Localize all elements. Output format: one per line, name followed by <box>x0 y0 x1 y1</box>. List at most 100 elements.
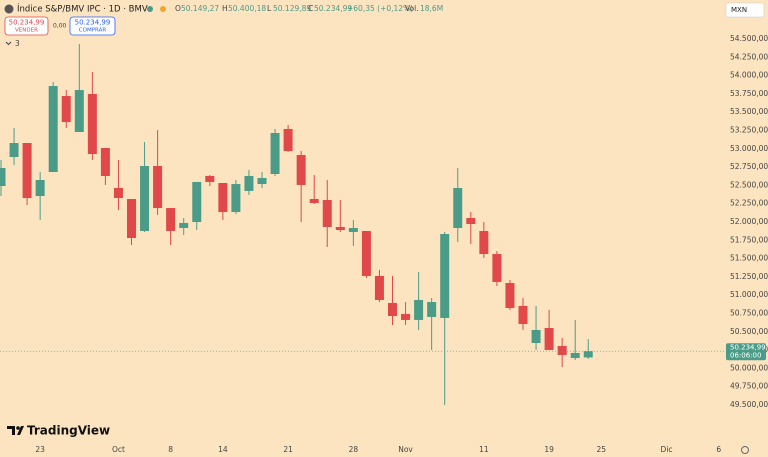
y-tick-label: 51.750,00 <box>730 235 768 244</box>
brand: TradingView <box>27 424 110 438</box>
candle-body <box>492 254 502 282</box>
y-tick-label: 51.500,00 <box>730 254 768 263</box>
x-tick-label: Nov <box>398 445 413 454</box>
x-tick-label: Oct <box>112 445 125 454</box>
candle-body <box>231 184 241 212</box>
candle-body <box>35 179 45 197</box>
buy-price[interactable]: 50.234,99 <box>75 19 111 27</box>
x-tick-label: 25 <box>597 445 607 454</box>
candle-body <box>479 231 489 255</box>
indicator-count[interactable]: 3 <box>15 39 20 48</box>
candle-body <box>192 181 202 223</box>
candle-body <box>48 86 58 173</box>
candle-body <box>361 231 371 276</box>
candle-body <box>335 226 345 230</box>
legend-value: 18,6M <box>420 4 443 13</box>
candle-body <box>374 275 384 300</box>
y-tick-label: 53.500,00 <box>730 107 768 116</box>
y-tick-label: 49.500,00 <box>730 400 768 409</box>
candle-body <box>100 148 110 176</box>
candle-body <box>531 329 541 344</box>
y-tick-label: 50.000,00 <box>730 363 768 372</box>
y-tick-label: 54.000,00 <box>730 71 768 80</box>
y-tick-label: 51.250,00 <box>730 272 768 281</box>
candle-body <box>557 346 567 355</box>
y-tick-label: 52.500,00 <box>730 180 768 189</box>
x-tick-label: Dic <box>661 445 673 454</box>
x-tick-label: 6 <box>716 445 721 454</box>
x-tick-label: 21 <box>283 445 293 454</box>
candle-body <box>153 166 163 209</box>
candle-body <box>140 166 150 232</box>
buy-button[interactable] <box>69 16 116 36</box>
candle-body <box>453 187 463 229</box>
y-tick-label: 53.250,00 <box>730 126 768 135</box>
candle-body <box>22 143 32 199</box>
indicator-toggle[interactable] <box>5 41 12 46</box>
brand-logo <box>7 426 24 435</box>
candle-body <box>440 234 450 318</box>
candle-body <box>283 128 293 152</box>
currency-box[interactable] <box>725 2 765 18</box>
legend-value: 50.234,99 <box>314 4 352 13</box>
candle-body <box>127 199 136 238</box>
legend-label: Vol. <box>405 4 419 13</box>
candle-body <box>401 313 411 320</box>
x-tick-label: 14 <box>218 445 228 454</box>
x-tick-label: 11 <box>479 445 489 454</box>
candle-body <box>518 305 528 324</box>
currency[interactable]: MXN <box>731 6 747 14</box>
candle-body <box>270 133 280 174</box>
y-tick-label: 52.750,00 <box>730 162 768 171</box>
x-tick-label: 28 <box>349 445 359 454</box>
y-tick-label: 50.750,00 <box>730 309 768 318</box>
candle-body <box>0 167 6 186</box>
status-dot <box>160 6 166 12</box>
settings-icon[interactable] <box>741 446 749 454</box>
sell-label[interactable]: VENDER <box>15 28 38 34</box>
spread: 0,00 <box>53 23 67 30</box>
candle-body <box>414 299 424 320</box>
buy-label[interactable]: COMPRAR <box>79 28 107 34</box>
candle-body <box>179 222 189 229</box>
legend-label: H <box>222 4 228 13</box>
candle-body <box>113 187 123 199</box>
price-tag <box>726 343 766 361</box>
sell-price[interactable]: 50.234,99 <box>9 19 45 27</box>
y-tick-label: 49.750,00 <box>730 382 768 391</box>
candle-body <box>348 228 358 232</box>
chart-title: Índice S&P/BMV IPC · 1D · BMV <box>17 3 148 15</box>
price-tag-value: 50.234,99 <box>730 344 766 352</box>
legend-label: O <box>175 4 181 13</box>
candle-body <box>166 208 176 232</box>
candle-body <box>257 178 267 185</box>
legend-value: 50.400,18 <box>228 4 266 13</box>
y-tick-label: 51.000,00 <box>730 290 768 299</box>
candle-body <box>244 175 254 191</box>
candle-body <box>296 155 306 185</box>
candle-body <box>61 96 71 123</box>
candle-body <box>322 199 332 227</box>
x-tick-label: 23 <box>35 445 45 454</box>
legend-label: C <box>308 4 313 13</box>
candle-body <box>9 143 19 158</box>
candle-body <box>505 282 515 309</box>
y-tick-label: 53.750,00 <box>730 89 768 98</box>
status-dot <box>147 6 153 12</box>
y-tick-label: 50.500,00 <box>730 327 768 336</box>
candle-body <box>544 328 554 350</box>
x-tick-label: 8 <box>168 445 173 454</box>
y-tick-label: 52.250,00 <box>730 199 768 208</box>
candle-body <box>74 90 84 132</box>
y-tick-label: 53.000,00 <box>730 144 768 153</box>
candle-body <box>427 302 437 317</box>
legend-value: 50.149,27 <box>181 4 219 13</box>
sell-button[interactable] <box>4 16 49 36</box>
symbol-icon <box>4 4 14 14</box>
y-tick-label: 54.500,00 <box>730 34 768 43</box>
candle-body <box>205 175 215 182</box>
candle-body <box>466 217 476 224</box>
candle-body <box>570 352 580 359</box>
